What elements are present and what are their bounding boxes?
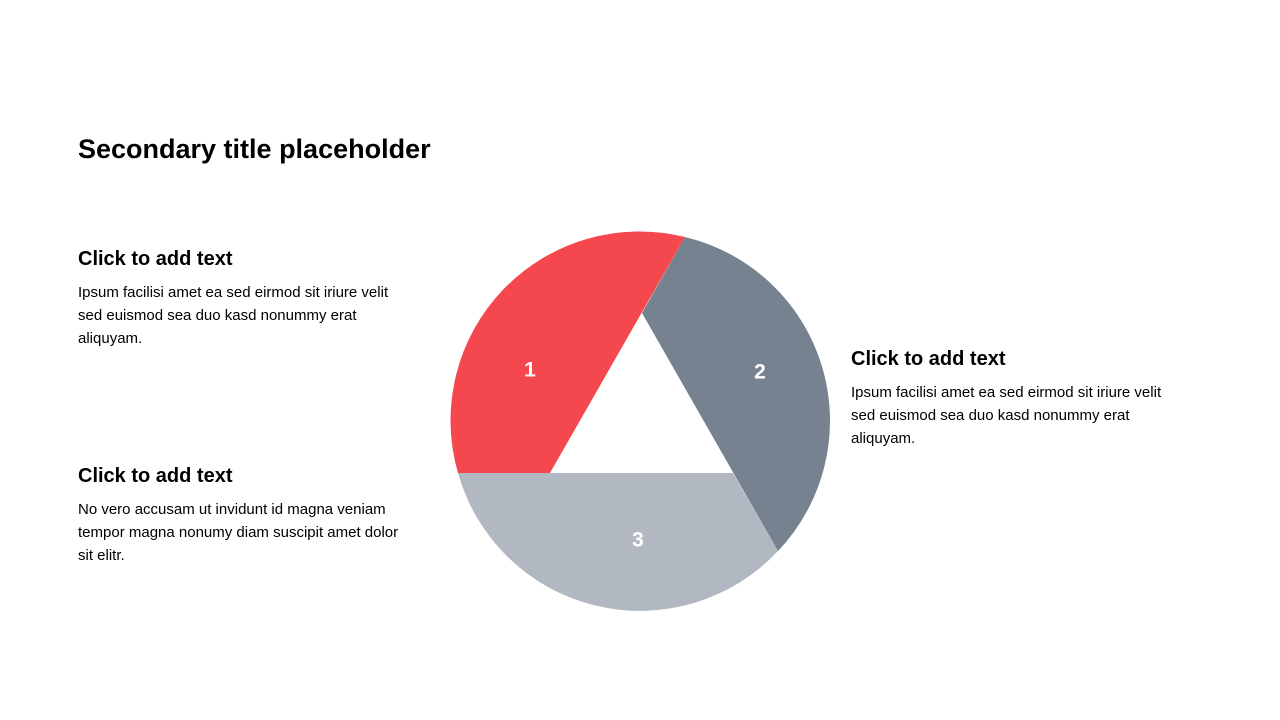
text-block-body: Ipsum facilisi amet ea sed eirmod sit ir… [851,384,1162,447]
text-block-heading: Click to add text [78,248,233,270]
segment-2[interactable] [642,237,830,551]
text-block-right[interactable]: Click to add text Ipsum facilisi amet ea… [851,346,1191,450]
segment-1-label: 1 [524,359,536,382]
text-block-body: Ipsum facilisi amet ea sed eirmod sit ir… [78,284,389,347]
text-block-left-top[interactable]: Click to add text Ipsum facilisi amet ea… [78,246,418,350]
segment-2-label: 2 [754,361,766,384]
slide-title[interactable]: Secondary title placeholder [78,134,431,164]
segment-1[interactable] [450,231,685,473]
text-block-heading: Click to add text [851,348,1006,370]
segment-3-label: 3 [632,529,644,552]
segment-3[interactable] [458,473,778,611]
text-block-body: No vero accusam ut invidunt id magna ven… [78,501,399,564]
diagram-segmented-circle: 1 2 3 [450,230,830,612]
text-block-left-bottom[interactable]: Click to add text No vero accusam ut inv… [78,463,418,567]
text-block-heading: Click to add text [78,465,233,487]
